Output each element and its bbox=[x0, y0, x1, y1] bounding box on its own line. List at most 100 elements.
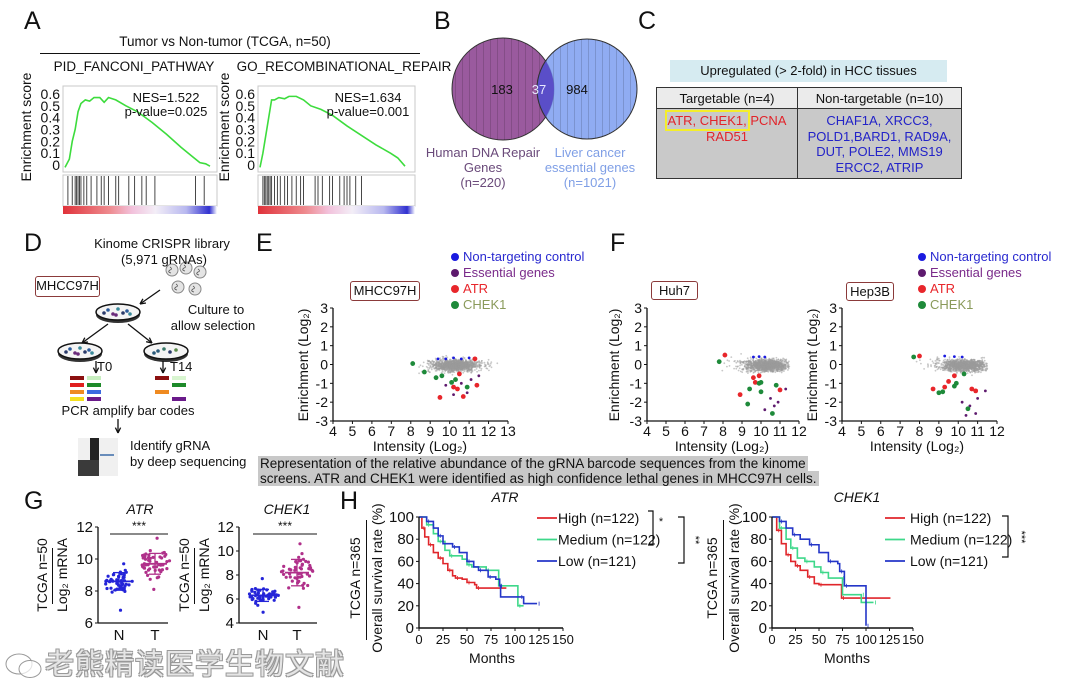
background-guide-point bbox=[427, 368, 430, 371]
background-guide-point bbox=[739, 364, 741, 367]
background-guide-point bbox=[483, 361, 486, 364]
km-atr-title: ATR bbox=[491, 489, 519, 505]
background-guide-point bbox=[490, 366, 493, 369]
background-guide-point bbox=[755, 357, 758, 360]
x-tick-label: 75 bbox=[484, 632, 498, 647]
gsea-hits-frame bbox=[257, 174, 416, 207]
background-guide-point bbox=[937, 367, 940, 370]
cell-dot bbox=[152, 351, 156, 355]
dotplot-atr bbox=[95, 526, 172, 624]
background-guide-point bbox=[429, 364, 432, 367]
x-tick-label: 100 bbox=[504, 632, 526, 647]
background-guide-point bbox=[745, 370, 748, 373]
y-tick-label: -2 bbox=[630, 394, 643, 410]
significance-stars: * bbox=[659, 516, 664, 528]
background-guide-point bbox=[476, 370, 478, 373]
x-tick-label: 50 bbox=[460, 632, 474, 647]
background-guide-point bbox=[946, 362, 949, 365]
scatter-point-essential-genes bbox=[976, 397, 980, 400]
grna-strand bbox=[196, 268, 200, 276]
background-guide-point bbox=[458, 367, 460, 370]
background-guide-point bbox=[432, 363, 435, 365]
background-guide-point bbox=[971, 365, 973, 368]
background-guide-point bbox=[981, 365, 984, 367]
scatter-huh7-ylabel: Enrichment (Log₂) bbox=[606, 308, 622, 422]
scatter-point-atr bbox=[946, 379, 951, 384]
x-tick-label: 25 bbox=[788, 632, 802, 647]
scatter-point-atr bbox=[455, 386, 460, 392]
y-tick-label: 0 bbox=[320, 357, 328, 373]
gsea-2-pvalue: p-value=0.001 bbox=[326, 104, 410, 119]
arrow-to-t14-head bbox=[146, 337, 153, 344]
targetable-line2: RAD51 bbox=[706, 128, 748, 144]
background-guide-point bbox=[457, 360, 459, 362]
km-curve-low bbox=[419, 516, 538, 605]
background-guide-point bbox=[960, 366, 963, 368]
background-guide-point bbox=[453, 371, 456, 374]
data-point bbox=[272, 598, 276, 602]
t14-label: T14 bbox=[170, 359, 193, 374]
background-guide-point bbox=[927, 363, 929, 366]
km-chek1-ylabel-top: TCGA n=365 bbox=[704, 537, 720, 619]
background-guide-point bbox=[496, 362, 499, 365]
background-guide-point bbox=[776, 370, 778, 372]
scatter-point-essential-genes bbox=[784, 387, 788, 391]
scatter-point-chek1 bbox=[716, 359, 722, 365]
background-guide-point bbox=[981, 367, 984, 370]
background-guide-point bbox=[480, 360, 483, 362]
background-guide-point bbox=[470, 371, 473, 374]
background-guide-point bbox=[940, 364, 943, 366]
scatter-point-chek1 bbox=[453, 377, 458, 382]
legend-item-chek1: CHEK1 bbox=[918, 297, 1051, 313]
background-guide-point bbox=[473, 365, 476, 368]
y-tick-label: 12 bbox=[76, 519, 93, 536]
panel-label-c: C bbox=[638, 7, 657, 35]
background-guide-point bbox=[774, 363, 777, 366]
x-tick-label: 50 bbox=[812, 632, 826, 647]
y-tick-label: 40 bbox=[397, 576, 414, 593]
background-guide-point bbox=[978, 368, 981, 370]
cell-line-box-hep3b: Hep3B bbox=[846, 282, 894, 301]
background-guide-point bbox=[767, 371, 770, 373]
background-guide-point bbox=[934, 363, 937, 365]
background-guide-point bbox=[429, 371, 431, 374]
background-guide-point bbox=[471, 362, 473, 365]
y-tick-label: 3 bbox=[634, 300, 642, 316]
y-tick-label: 0 bbox=[634, 357, 642, 373]
background-guide-point bbox=[740, 360, 743, 363]
venn-stripes bbox=[452, 38, 554, 140]
background-guide-point bbox=[757, 371, 760, 374]
background-guide-point bbox=[721, 369, 724, 372]
background-guide-point bbox=[463, 357, 466, 359]
data-point bbox=[289, 568, 293, 572]
background-guide-point bbox=[955, 360, 958, 362]
x-tick-label: 7 bbox=[896, 423, 904, 439]
km-curve-medium bbox=[772, 516, 874, 604]
legend-item-atr: ATR bbox=[918, 281, 1051, 297]
caption-line1: Representation of the relative abundance… bbox=[258, 456, 808, 471]
x-tick-label: 5 bbox=[349, 423, 357, 439]
background-guide-point bbox=[764, 361, 767, 364]
background-guide-point bbox=[767, 367, 770, 369]
background-guide-point bbox=[419, 364, 422, 367]
x-tick-label: 0 bbox=[768, 632, 775, 647]
x-tick-label: 9 bbox=[738, 423, 746, 439]
venn-right-label-3: (n=1021) bbox=[563, 175, 617, 190]
scatter-point-essential-genes bbox=[477, 374, 481, 378]
data-point bbox=[297, 605, 301, 610]
background-guide-point bbox=[947, 360, 949, 363]
scatter-point-atr bbox=[460, 394, 466, 399]
data-point bbox=[301, 586, 305, 590]
petri-dish-t0-icon bbox=[57, 342, 103, 360]
gsea-ytick-label: 0.3 bbox=[236, 122, 256, 138]
km-curve-high bbox=[772, 516, 891, 599]
background-guide-point bbox=[476, 366, 478, 368]
background-guide-point bbox=[776, 364, 779, 367]
background-guide-point bbox=[959, 367, 962, 370]
background-guide-point bbox=[788, 365, 791, 368]
background-guide-point bbox=[966, 372, 969, 374]
scatter-point-non-targeting-control bbox=[459, 357, 463, 361]
scatter-point-chek1 bbox=[773, 382, 779, 388]
background-guide-point bbox=[746, 357, 749, 360]
legend-dot-icon bbox=[918, 285, 926, 293]
